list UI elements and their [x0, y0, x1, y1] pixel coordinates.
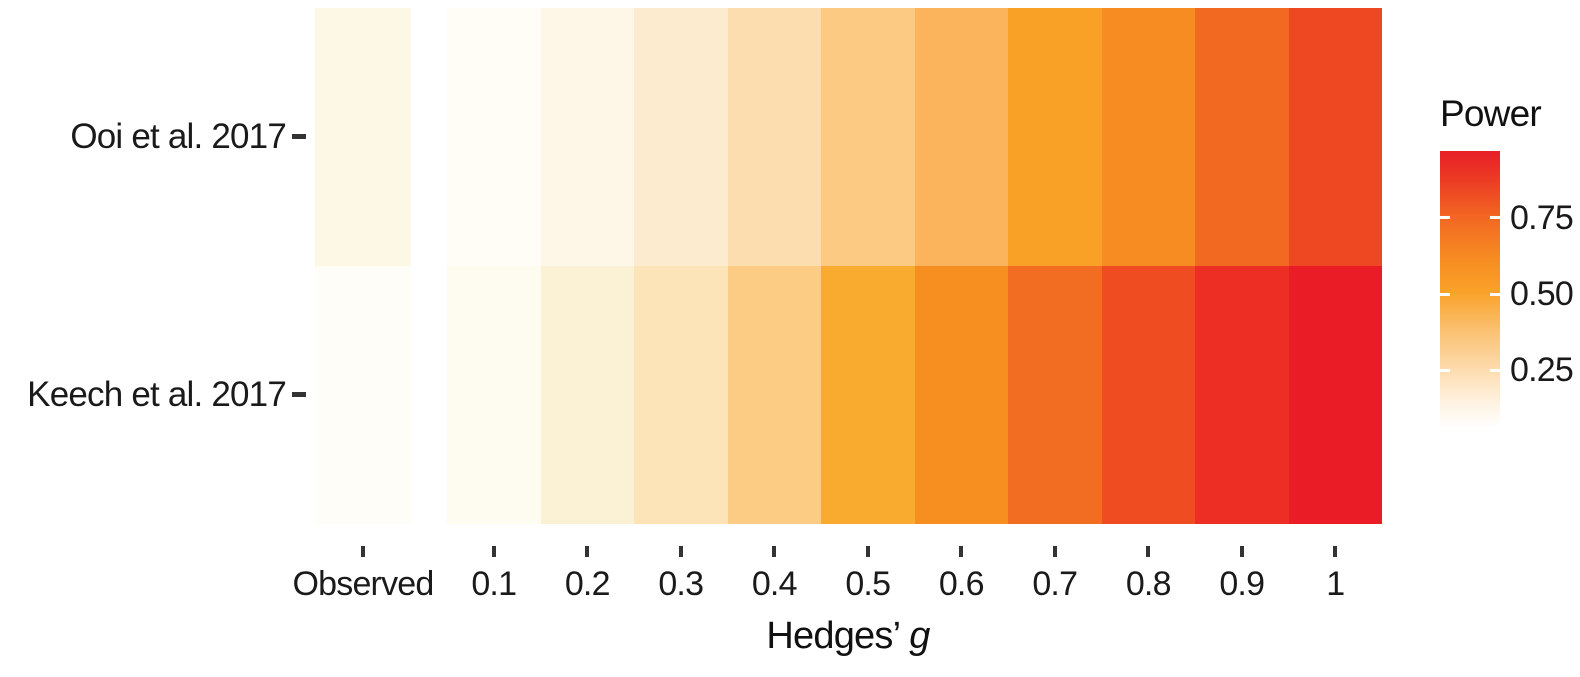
x-axis-tick-label: 0.9	[1219, 565, 1265, 603]
legend-tick-dash	[1440, 292, 1450, 296]
x-axis-tick-label: 0.7	[1032, 565, 1078, 603]
legend-colorbar	[1440, 151, 1500, 428]
heatmap-cell	[1195, 8, 1289, 266]
x-axis-tick	[1239, 546, 1244, 557]
heatmap-cell	[821, 8, 915, 266]
heatmap-cell	[634, 266, 728, 524]
x-axis-tick	[678, 546, 683, 557]
x-axis-tick	[585, 546, 590, 557]
x-axis-tick	[491, 546, 496, 557]
heatmap-cell	[1008, 266, 1102, 524]
legend-tick-label: 0.25	[1510, 351, 1574, 390]
x-axis-tick-label: 0.6	[938, 565, 985, 603]
x-axis-tick-label: 1	[1326, 565, 1345, 603]
x-axis-title: Hedges’ g	[766, 615, 930, 657]
x-axis-tick	[772, 546, 777, 557]
heatmap-cell	[1008, 8, 1102, 266]
heatmap-cell	[315, 8, 411, 266]
x-axis-tick	[865, 546, 870, 557]
legend-tick-label: 0.50	[1510, 275, 1574, 314]
heatmap-cell	[447, 266, 541, 524]
heatmap-cell	[1288, 8, 1382, 266]
y-axis-tick	[292, 134, 306, 139]
x-axis-tick	[1052, 546, 1057, 557]
heatmap-cell	[1101, 266, 1195, 524]
heatmap-cell	[634, 8, 728, 266]
legend-tick-dash	[1490, 368, 1500, 372]
x-axis-tick-label: 0.3	[658, 565, 704, 603]
y-axis-tick-label: Ooi et al. 2017	[70, 117, 286, 156]
x-axis-tick-label: 0.2	[564, 565, 611, 603]
heatmap-cell	[914, 8, 1008, 266]
heatmap-cell	[821, 266, 915, 524]
heatmap-cell	[727, 266, 821, 524]
heatmap-cell	[914, 266, 1008, 524]
y-axis-tick-label: Keech et al. 2017	[27, 375, 287, 414]
heatmap-cell	[727, 8, 821, 266]
legend-tick-label: 0.75	[1510, 198, 1574, 237]
x-axis-tick-label: Observed	[292, 565, 434, 603]
heatmap-cell	[1101, 8, 1195, 266]
legend-tick-dash	[1490, 292, 1500, 296]
heatmap-cell	[1195, 266, 1289, 524]
legend-tick-dash	[1440, 368, 1450, 372]
heatmap-cell	[447, 8, 541, 266]
x-axis-tick-label: 0.8	[1125, 565, 1172, 603]
x-axis-tick	[361, 546, 365, 557]
x-axis-tick-label: 0.5	[845, 565, 891, 603]
x-axis-tick	[959, 546, 964, 557]
x-axis-tick	[1146, 546, 1151, 557]
x-axis-title-italic-g: g	[909, 615, 930, 657]
y-axis-tick	[292, 392, 306, 397]
x-axis-tick-label: 0.1	[471, 565, 517, 603]
legend-tick-dash	[1490, 216, 1500, 220]
heatmap-cell	[540, 8, 634, 266]
x-axis-tick-label: 0.4	[751, 565, 798, 603]
x-axis-tick	[1333, 546, 1338, 557]
x-axis-title-text: Hedges’	[766, 615, 901, 657]
heatmap-cell	[315, 266, 411, 524]
legend-tick-dash	[1440, 216, 1450, 220]
heatmap-cell	[1288, 266, 1382, 524]
legend-title: Power	[1440, 93, 1542, 134]
heatmap-cell	[540, 266, 634, 524]
